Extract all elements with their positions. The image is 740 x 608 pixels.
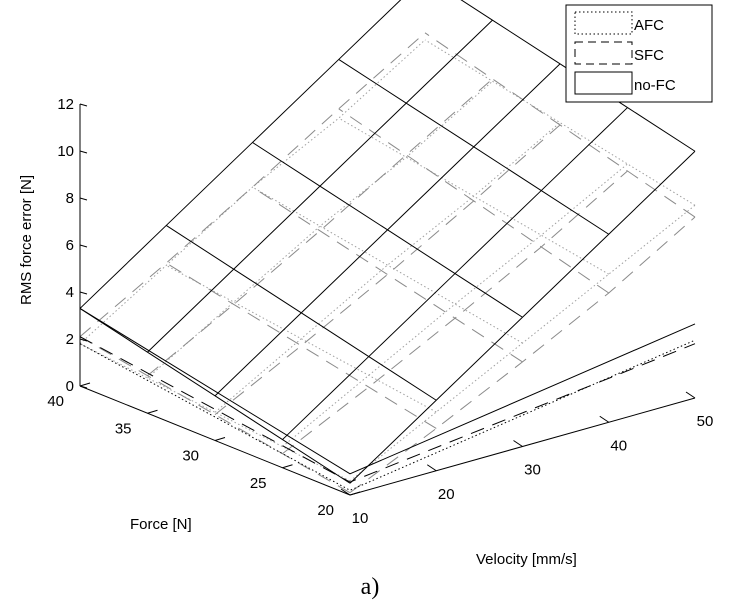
z-tick-label: 2 — [66, 331, 74, 348]
legend-item-nofc: no-FC — [574, 71, 676, 95]
x-tick-mark — [513, 440, 523, 447]
y-tick-label: 25 — [250, 475, 267, 492]
y-tick-label: 20 — [317, 502, 334, 519]
legend: AFC SFC no-FC — [565, 4, 713, 103]
base-edge-no-fc — [79, 308, 696, 475]
grid-line-force-20 — [349, 204, 696, 482]
legend-item-sfc: SFC — [574, 41, 664, 65]
z-tick-mark — [79, 244, 88, 248]
grid-line-velocity-20 — [166, 264, 437, 413]
z-tick-label: 10 — [57, 143, 74, 160]
ticks-layer: 0 2 4 6 8 10 12 10 20 30 40 50 20 25 30 35 40 — [47, 96, 713, 527]
legend-label-nofc: no-FC — [634, 77, 676, 94]
x-tick-label: 10 — [352, 510, 369, 527]
surface-afc — [79, 39, 696, 482]
y-tick-mark — [349, 491, 361, 496]
grid-line-velocity-30 — [252, 142, 523, 318]
legend-label-afc: AFC — [634, 17, 664, 34]
grid-line-velocity-30 — [252, 186, 523, 344]
z-tick-mark — [79, 291, 88, 295]
y-axis-label: Force [N] — [130, 516, 192, 533]
legend-label-sfc: SFC — [634, 47, 664, 64]
grid-line-velocity-50 — [424, 39, 696, 206]
z-tick-mark — [79, 197, 88, 201]
legend-item-afc: AFC — [574, 11, 664, 35]
grid-line-force-40 — [79, 39, 426, 345]
grid-line-velocity-40 — [338, 59, 610, 235]
z-tick-mark — [79, 103, 88, 107]
axes-layer — [79, 104, 696, 496]
grid-line-velocity-40 — [338, 108, 610, 294]
z-tick-label: 12 — [57, 96, 74, 113]
y-tick-mark — [214, 437, 226, 441]
grid-line-force-30 — [214, 124, 561, 416]
x-tick-mark — [685, 391, 696, 399]
surface-base-edges — [79, 308, 696, 491]
x-tick-label: 40 — [610, 437, 627, 454]
base-edge-afc — [79, 339, 696, 491]
surface-sfc — [79, 32, 696, 494]
z-tick-label: 4 — [66, 284, 74, 301]
grid-line-force-35 — [147, 78, 493, 377]
legend-swatch-nofc — [574, 71, 633, 95]
x-tick-label: 50 — [697, 413, 714, 430]
grid-line-force-25 — [282, 163, 628, 447]
z-tick-label: 0 — [66, 378, 74, 395]
grid-line-velocity-20 — [165, 225, 437, 401]
figure-caption: a) — [361, 574, 380, 600]
grid-line-velocity-30 — [252, 186, 523, 363]
grid-line-force-40 — [79, 0, 402, 309]
surfaces-layer — [79, 0, 696, 494]
z-tick-mark — [79, 385, 88, 389]
grid-line-force-35 — [147, 80, 493, 379]
x-tick-mark — [340, 488, 351, 496]
x-tick-label: 30 — [524, 462, 541, 479]
grid-line-velocity-10 — [79, 343, 351, 482]
z-tick-mark — [79, 338, 88, 342]
surface-no-fc — [79, 0, 696, 484]
grid-line-velocity-50 — [460, 0, 696, 152]
z-tick-mark — [79, 150, 88, 154]
legend-box — [565, 4, 713, 103]
y-tick-label: 30 — [182, 448, 199, 465]
z-axis-label: RMS force error [N] — [18, 175, 35, 305]
grid-line-velocity-10 — [79, 336, 351, 494]
legend-swatch-sfc — [574, 41, 633, 65]
z-tick-label: 6 — [66, 237, 74, 254]
y-tick-label: 40 — [47, 393, 64, 410]
x-tick-mark — [426, 464, 437, 472]
grid-line-force-40 — [79, 32, 426, 338]
base-edge-sfc — [79, 336, 696, 483]
y-tick-mark — [79, 382, 91, 387]
y-tick-mark — [282, 464, 293, 469]
legend-swatch-afc — [574, 11, 633, 35]
grid-line-velocity-50 — [424, 32, 696, 218]
grid-line-velocity-10 — [79, 308, 351, 484]
x-tick-label: 20 — [438, 486, 455, 503]
z-tick-label: 8 — [66, 190, 74, 207]
x-tick-mark — [599, 415, 610, 423]
y-tick-mark — [147, 409, 158, 414]
x-axis-label: Velocity [mm/s] — [476, 551, 577, 568]
y-tick-label: 35 — [115, 420, 132, 437]
